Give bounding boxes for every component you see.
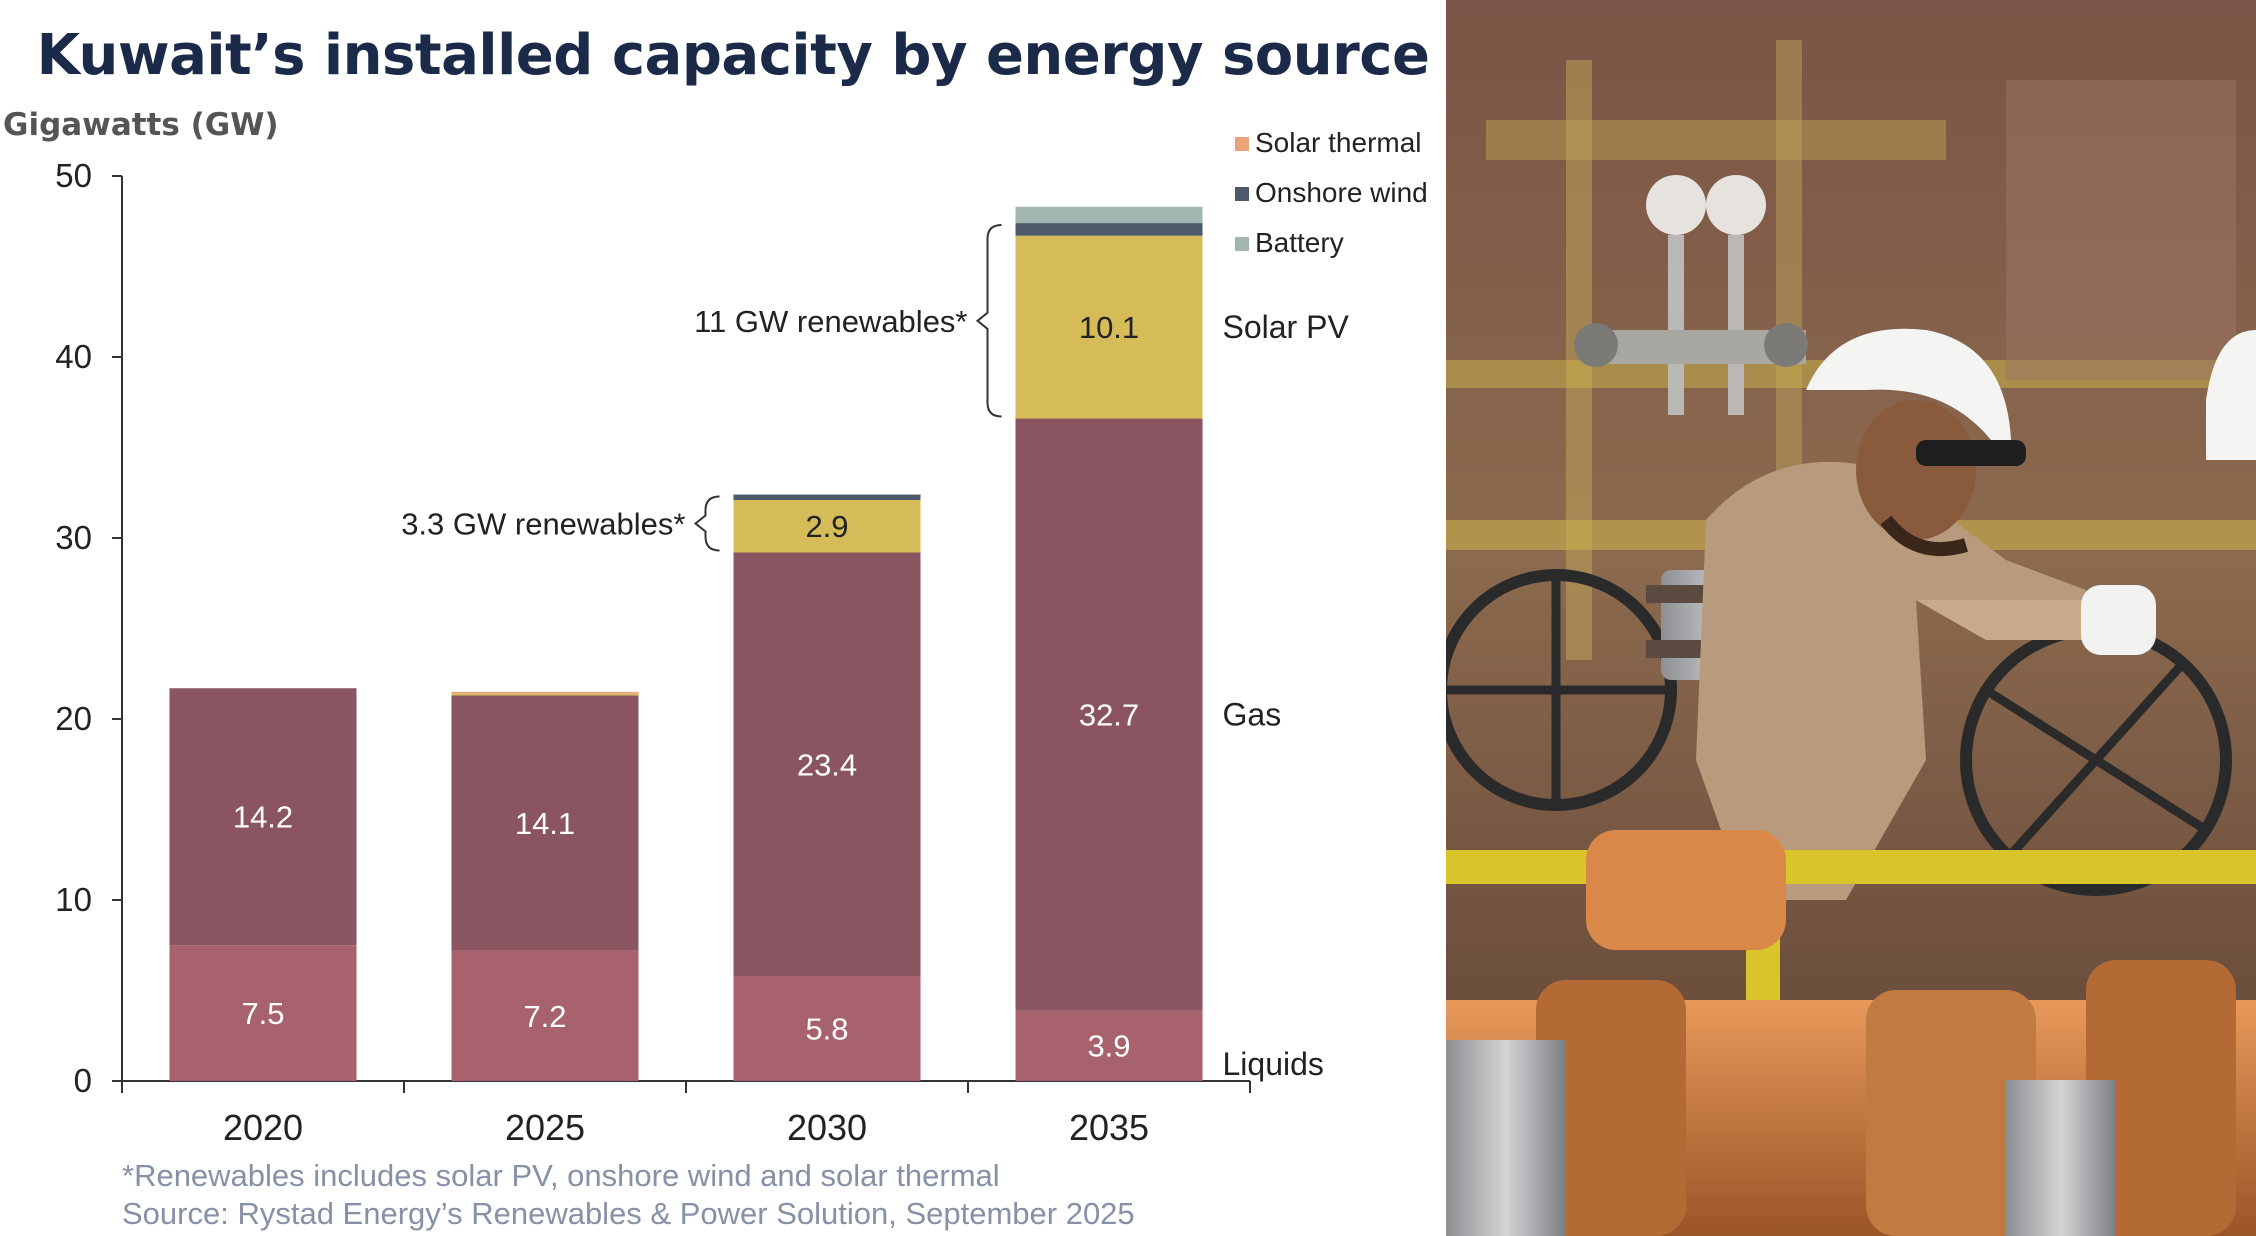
x-category-label: 2030	[787, 1107, 867, 1148]
data-label: 2.9	[805, 509, 848, 544]
series-label-gas: Gas	[1223, 696, 1282, 732]
renewables-annotation: 11 GW renewables*	[694, 304, 967, 339]
footnote-source: Source: Rystad Energy’s Renewables & Pow…	[122, 1196, 1135, 1231]
annotations: 3.3 GW renewables* 11 GW renewables*	[401, 224, 1002, 552]
data-label: 23.4	[797, 747, 857, 782]
chart-title: Kuwait’s installed capacity by energy so…	[37, 23, 1430, 88]
legend-label: Onshore wind	[1255, 177, 1428, 208]
bar-segment-gas	[1015, 418, 1203, 1011]
legend-label: Solar thermal	[1255, 127, 1422, 158]
worker-photo	[1446, 0, 2256, 1236]
data-label: 3.9	[1087, 1029, 1130, 1064]
series-label-liquids: Liquids	[1223, 1046, 1324, 1082]
x-category-label: 2035	[1069, 1107, 1149, 1148]
y-tick-label: 40	[55, 338, 92, 375]
x-category-label: 2025	[505, 1107, 585, 1148]
data-label: 32.7	[1079, 697, 1139, 732]
oil-worker-illustration	[1446, 0, 2256, 1236]
data-label: 5.8	[805, 1012, 848, 1047]
bar-segment-gas	[733, 552, 921, 977]
bar-segment-liquids	[733, 976, 921, 1081]
bar-segment-onshore-wind	[733, 494, 921, 500]
data-label: 10.1	[1079, 310, 1139, 345]
chart-panel: Kuwait’s installed capacity by energy so…	[3, 23, 1430, 1231]
bar-segment-solar-pv	[451, 693, 639, 696]
segment-labels: 7.5 14.2 7.2 14.1 5.8 23.4 2.9 3.9 32.7 10.1 Solar…	[233, 309, 1350, 1082]
series-label-solar-pv: Solar PV	[1223, 309, 1350, 345]
legend-swatch	[1235, 237, 1249, 251]
bar-segment-battery	[1015, 206, 1203, 224]
bar-segment-liquids	[451, 950, 639, 1081]
legend-swatch	[1235, 137, 1249, 151]
bar-segment-solar-pv	[733, 499, 921, 553]
legend: Solar thermal Onshore wind Battery	[1235, 127, 1428, 258]
data-label: 7.5	[241, 996, 284, 1031]
y-tick-label: 10	[55, 881, 92, 918]
legend-swatch	[1235, 187, 1249, 201]
y-axis-unit-label: Gigawatts (GW)	[3, 107, 279, 143]
bar-segment-gas	[169, 688, 357, 946]
bar-segment-solar-pv	[1015, 235, 1203, 419]
y-tick-label: 30	[55, 519, 92, 556]
renewables-annotation: 3.3 GW renewables*	[401, 507, 685, 542]
legend-label: Battery	[1255, 227, 1344, 258]
renewables-brace	[975, 224, 1002, 418]
bars	[169, 206, 1203, 1081]
renewables-brace	[693, 495, 720, 552]
stacked-bar-chart: Kuwait’s installed capacity by energy so…	[3, 23, 1430, 1231]
footnote-renewables: *Renewables includes solar PV, onshore w…	[122, 1158, 1000, 1193]
y-tick-label: 0	[74, 1062, 92, 1099]
bar-segment-solar-thermal	[451, 691, 639, 694]
bar-segment-liquids	[1015, 1010, 1203, 1081]
y-tick-label: 20	[55, 700, 92, 737]
data-label: 14.1	[515, 806, 575, 841]
data-label: 14.2	[233, 800, 293, 835]
bar-segment-liquids	[169, 945, 357, 1081]
x-category-label: 2020	[223, 1107, 303, 1148]
y-tick-label: 50	[55, 157, 92, 194]
bar-segment-onshore-wind	[1015, 223, 1203, 236]
data-label: 7.2	[523, 999, 566, 1034]
bar-segment-gas	[451, 695, 639, 951]
